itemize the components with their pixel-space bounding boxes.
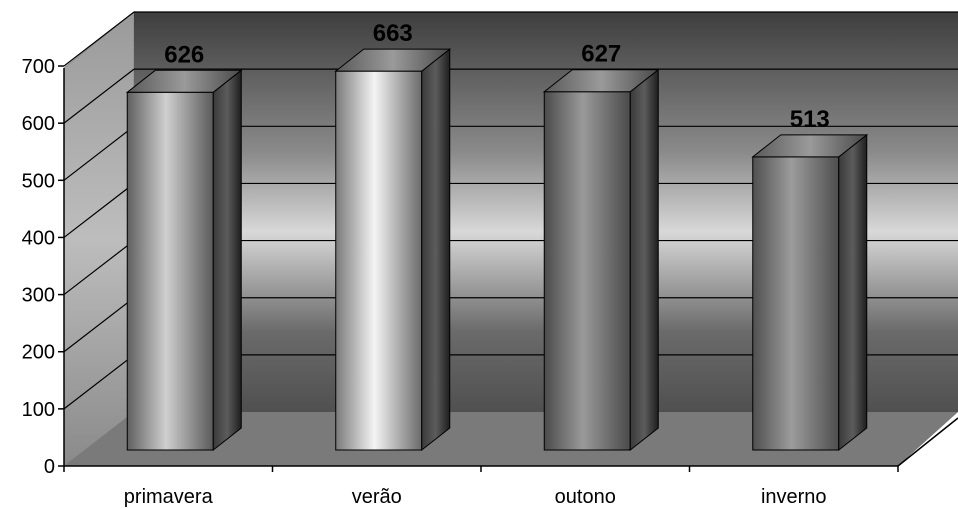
bar — [335, 70, 423, 451]
bar-outono — [542, 68, 660, 452]
data-label: 626 — [164, 41, 204, 68]
gridline-side — [63, 240, 135, 296]
data-label: 627 — [581, 41, 621, 68]
bar — [543, 91, 631, 451]
gridline-side — [63, 297, 135, 353]
data-labels: 626 663 627 513 — [164, 20, 830, 133]
bar-primavera — [125, 69, 243, 452]
gridline-side — [63, 182, 135, 238]
y-tick-label: 500 — [22, 170, 55, 192]
gridline-side — [63, 125, 135, 181]
bar-inverno — [751, 133, 869, 452]
bar-top — [542, 69, 660, 93]
floor-right-edge — [897, 417, 958, 467]
y-tick-label: 600 — [22, 113, 55, 135]
y-ticks: 0 100 200 300 400 500 600 700 — [22, 56, 64, 478]
data-label: 513 — [790, 106, 830, 133]
x-tick-label: primavera — [124, 486, 214, 508]
gridline-side — [63, 354, 135, 410]
x-tick-label: outono — [555, 486, 616, 508]
gridline-side — [63, 11, 135, 67]
y-tick-label: 200 — [22, 342, 55, 364]
bars — [125, 48, 869, 452]
data-label: 663 — [373, 20, 413, 47]
bar — [126, 91, 214, 451]
bar-top — [751, 134, 869, 158]
y-tick-label: 0 — [44, 456, 55, 478]
bar-top — [125, 69, 243, 93]
floor — [64, 412, 958, 466]
bar-top — [334, 48, 452, 72]
bar — [752, 156, 840, 451]
y-tick-label: 100 — [22, 399, 55, 421]
y-tick-label: 400 — [22, 227, 55, 249]
gridline-side — [63, 68, 135, 124]
x-ticks: primavera verão outono inverno — [63, 466, 899, 508]
bar-side — [629, 68, 659, 452]
y-tick-label: 300 — [22, 285, 55, 307]
bar-side — [838, 133, 868, 452]
bar-side — [421, 48, 451, 452]
x-tick-label: inverno — [761, 486, 827, 508]
y-tick-label: 700 — [22, 56, 55, 78]
side-wall — [63, 10, 135, 468]
bar-side — [212, 69, 242, 452]
bar-verão — [334, 48, 452, 452]
x-tick-label: verão — [352, 486, 402, 508]
